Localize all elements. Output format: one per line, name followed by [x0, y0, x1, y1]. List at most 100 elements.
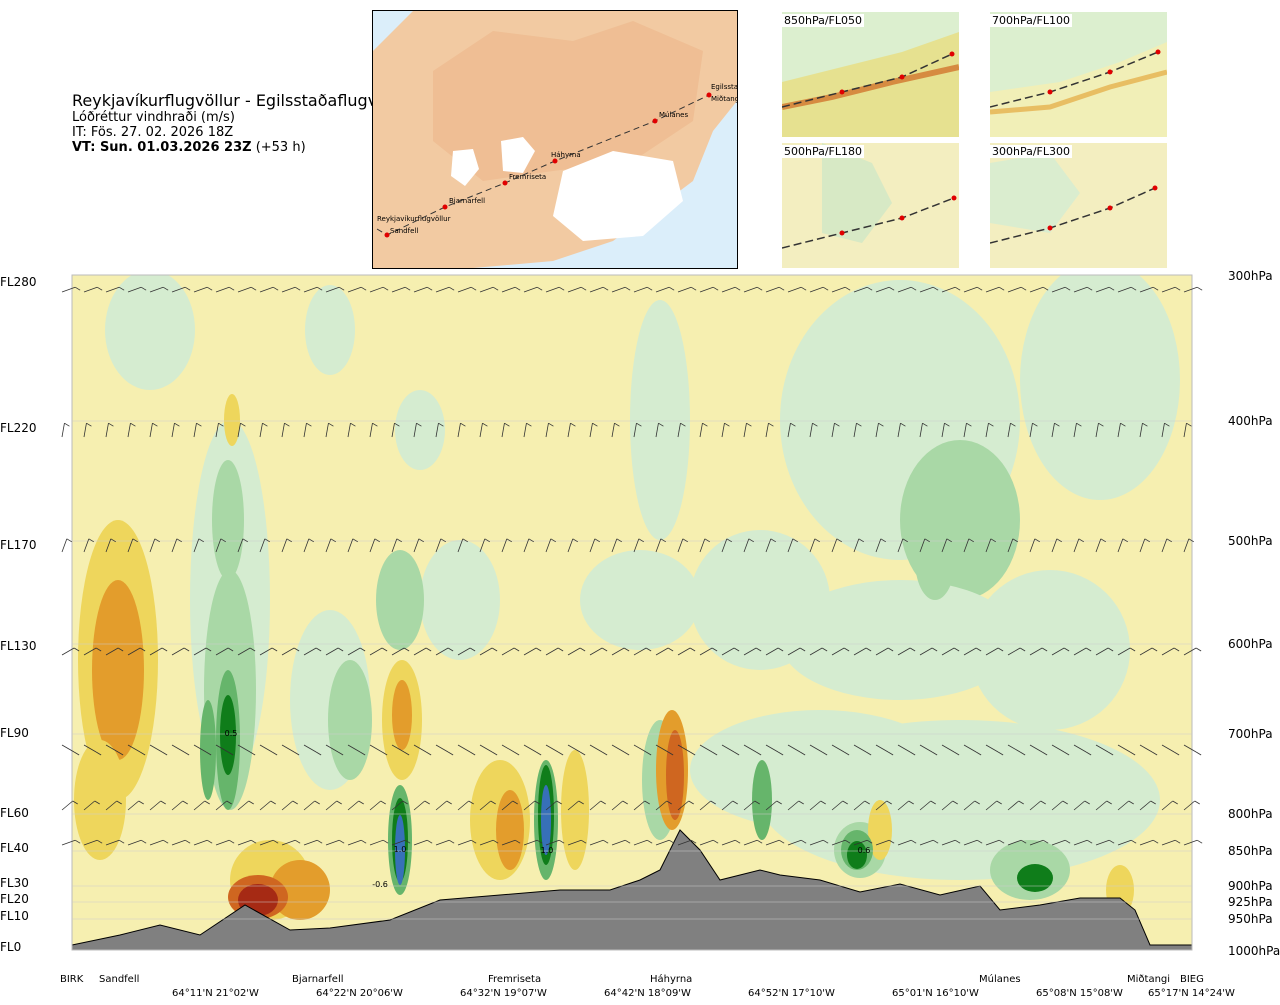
wind-barb-feather	[843, 751, 850, 756]
wind-barb-feather	[909, 647, 916, 652]
wind-barb	[589, 538, 596, 553]
wind-barb-feather	[910, 286, 917, 291]
wind-barb	[941, 538, 948, 553]
mini-map-300[interactable]: 300hPa/FL300	[990, 143, 1167, 268]
wind-barb	[1007, 839, 1022, 846]
wind-barb	[149, 286, 164, 293]
wind-barb-feather	[206, 839, 213, 844]
wind-barb	[127, 647, 141, 656]
wind-barb-feather	[1064, 839, 1071, 844]
wind-barb	[655, 647, 669, 656]
wind-barb	[589, 647, 603, 656]
wind-barb	[875, 839, 890, 846]
wind-barb-feather	[152, 422, 158, 427]
wind-barb-feather	[931, 751, 938, 756]
wind-barb-feather	[887, 647, 894, 652]
wind-barb-feather	[424, 800, 430, 805]
wind-barb	[171, 286, 186, 293]
wind-barb	[963, 538, 970, 553]
wind-barb	[655, 744, 669, 753]
wind-barb-feather	[292, 800, 298, 805]
wind-barb	[193, 538, 200, 553]
wind-barb	[985, 839, 1000, 846]
wind-barb-feather	[272, 839, 279, 844]
wind-barb-feather	[308, 538, 314, 543]
wind-barb-feather	[1120, 422, 1126, 427]
wind-barb	[303, 839, 318, 846]
mini-map-700[interactable]: 700hPa/FL100	[990, 12, 1167, 137]
wind-barb-feather	[1020, 839, 1027, 844]
wind-barb	[523, 286, 538, 293]
wind-barb	[149, 423, 153, 438]
wind-barb-feather	[734, 839, 741, 844]
mini-map-500-label: 500hPa/FL180	[782, 145, 865, 158]
wind-barb	[655, 538, 662, 553]
wind-barb-feather	[1186, 422, 1192, 427]
wind-barb-feather	[1034, 538, 1040, 543]
wind-barb-feather	[944, 422, 950, 427]
mini-map-850-field	[782, 12, 959, 137]
wind-barb-feather	[902, 538, 908, 543]
wind-barb-feather	[990, 538, 996, 543]
wind-barb	[787, 286, 802, 293]
wind-barb-feather	[491, 647, 498, 652]
mini-map-500[interactable]: 500hPa/FL180	[782, 143, 959, 268]
wind-barb-feather	[403, 647, 410, 652]
wind-barb-feather	[360, 839, 367, 844]
wind-barb	[83, 538, 90, 553]
wind-barb-feather	[1054, 422, 1060, 427]
wind-barb-feather	[460, 422, 466, 427]
wind-barb-feather	[248, 800, 254, 805]
wind-barb	[743, 744, 757, 753]
wind-barb	[83, 423, 87, 438]
wind-barb-feather	[734, 286, 741, 291]
wind-barb	[259, 647, 273, 656]
wind-barb	[831, 839, 846, 846]
wind-barb-feather	[658, 422, 664, 427]
wind-barb-feather	[359, 751, 366, 756]
wind-barb-feather	[799, 647, 806, 652]
wind-barb-feather	[262, 422, 268, 427]
wind-barb-feather	[996, 800, 1002, 805]
wind-barb-feather	[724, 422, 730, 427]
wind-barb	[325, 744, 339, 753]
wind-barb	[545, 286, 560, 293]
wind-barb	[1161, 744, 1175, 753]
wind-barb	[611, 744, 625, 753]
wind-barb	[171, 647, 185, 656]
wind-barb-feather	[338, 286, 345, 291]
mini-map-300-label: 300hPa/FL300	[990, 145, 1073, 158]
wind-barb-feather	[1152, 286, 1159, 291]
wind-barb	[127, 800, 139, 811]
field-contour	[92, 580, 144, 760]
wind-barb-feather	[924, 538, 930, 543]
wind-barb-feather	[226, 800, 232, 805]
wind-barb	[259, 800, 271, 811]
wind-barb-feather	[184, 839, 191, 844]
wind-barb-feather	[416, 422, 422, 427]
route-map[interactable]: Reykjavíkurflugvöllur Sandfell Bjarnarfe…	[372, 10, 738, 269]
wind-barb	[677, 423, 681, 438]
wind-barb-feather	[1173, 647, 1180, 652]
wind-barb	[1161, 423, 1165, 438]
wind-barb	[1095, 286, 1110, 293]
wind-barb	[61, 744, 75, 753]
wind-barb	[501, 800, 513, 811]
wind-barb-feather	[316, 286, 323, 291]
terrain-shading	[433, 21, 703, 181]
wind-barb-feather	[1098, 422, 1104, 427]
field-contour	[420, 540, 500, 660]
wind-barb	[1073, 744, 1087, 753]
wind-barb	[633, 839, 648, 846]
wind-barb	[1029, 647, 1043, 656]
wind-barb	[281, 538, 288, 553]
wind-barb	[1029, 286, 1044, 293]
wind-barb	[875, 286, 890, 293]
wind-barb	[875, 647, 889, 656]
wind-barb	[897, 839, 912, 846]
wind-barb-feather	[294, 839, 301, 844]
wind-barb	[127, 839, 142, 846]
wind-barb	[545, 423, 549, 438]
mini-map-850[interactable]: 850hPa/FL050	[782, 12, 959, 137]
